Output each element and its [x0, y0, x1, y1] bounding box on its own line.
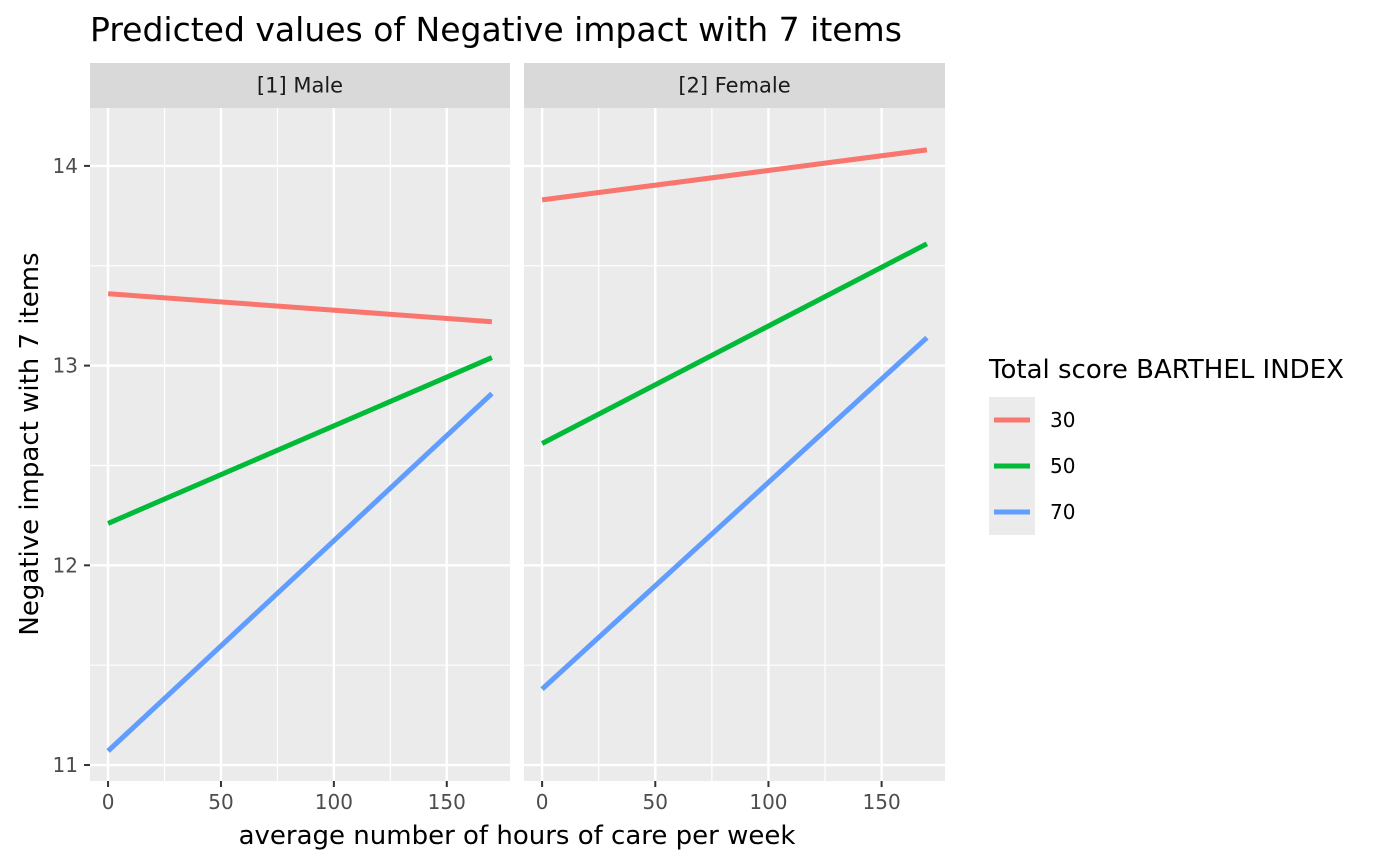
- y-tick-label: 11: [53, 753, 78, 777]
- x-tick-label: 100: [315, 790, 353, 814]
- x-tick-label: 50: [643, 790, 668, 814]
- panel-background: [524, 108, 945, 781]
- y-tick-label: 14: [53, 154, 78, 178]
- legend-label-50: 50: [1050, 454, 1075, 478]
- series-line-30: [541, 147, 928, 203]
- series-line-70: [106, 391, 494, 753]
- facet-strip: [524, 63, 945, 108]
- x-tick-label: 150: [428, 790, 466, 814]
- x-tick-label: 0: [102, 790, 115, 814]
- facet-strip-label: [1] Male: [257, 74, 343, 98]
- series-line-50: [540, 241, 929, 446]
- y-tick-label: 12: [53, 553, 78, 577]
- series-line-30: [107, 291, 493, 325]
- legend: Total score BARTHEL INDEX 30 50 70: [988, 355, 1344, 535]
- y-axis: 11 12 13 14: [53, 154, 90, 777]
- panel-2: [2] Female 0 50 100 150: [524, 63, 945, 814]
- y-tick-label: 13: [53, 354, 78, 378]
- x-tick-label: 150: [863, 790, 901, 814]
- panels: [1] Male 0 50 100 150 [2] Female 0 50 100 150: [90, 63, 945, 814]
- x-tick-label: 100: [749, 790, 787, 814]
- x-axis-title: average number of hours of care per week: [239, 821, 796, 851]
- x-tick-label: 50: [208, 790, 233, 814]
- legend-label-30: 30: [1050, 408, 1075, 432]
- series-line-70: [540, 335, 929, 691]
- y-axis-title: Negative impact with 7 items: [15, 252, 45, 635]
- series-line-50: [107, 355, 493, 526]
- panel-1: [1] Male 0 50 100 150: [90, 63, 510, 814]
- x-tick-label: 0: [536, 790, 549, 814]
- facet-strip: [90, 63, 510, 108]
- legend-title: Total score BARTHEL INDEX: [988, 355, 1344, 385]
- chart-title: Predicted values of Negative impact with…: [90, 10, 902, 49]
- legend-label-70: 70: [1050, 500, 1075, 524]
- facet-strip-label: [2] Female: [678, 74, 790, 98]
